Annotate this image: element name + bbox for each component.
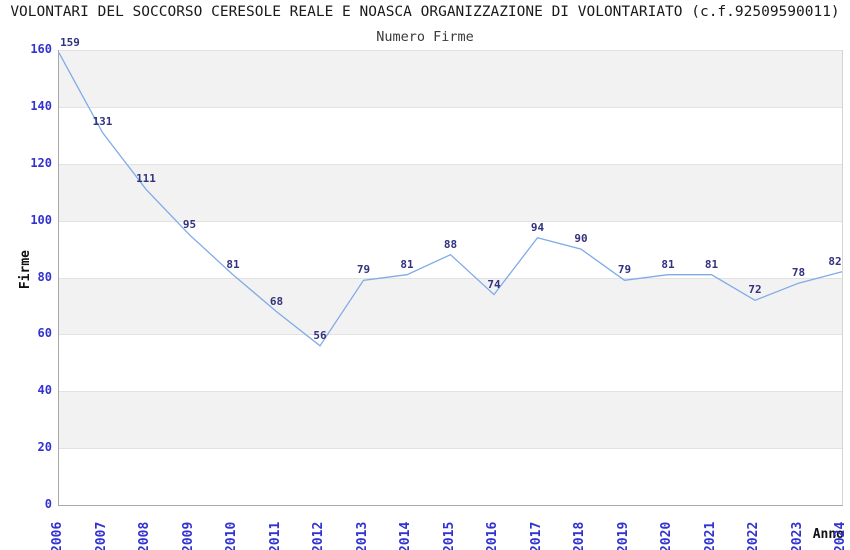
chart-subtitle: Numero Firme bbox=[376, 29, 474, 45]
plot-area: 159 131 111 95 81 68 56 79 81 88 74 94 90 79 81 81 72 78 8… bbox=[58, 36, 843, 506]
x-tick-label: 2021 bbox=[702, 521, 718, 550]
data-point-label: 72 bbox=[748, 283, 762, 297]
data-point-label: 56 bbox=[313, 328, 327, 342]
x-axis-title: Anno bbox=[812, 527, 844, 542]
x-tick-label: 2015 bbox=[441, 521, 457, 550]
y-tick-label: 60 bbox=[37, 326, 52, 341]
x-tick-label: 2012 bbox=[311, 521, 326, 550]
data-point-label: 81 bbox=[226, 257, 240, 271]
y-tick-label: 0 bbox=[44, 497, 52, 511]
plot-band bbox=[59, 106, 842, 164]
y-tick-label: 120 bbox=[30, 155, 52, 170]
x-tick-label: 2006 bbox=[50, 521, 65, 550]
data-point-label: 111 bbox=[136, 172, 156, 186]
y-tick-label: 140 bbox=[30, 98, 52, 113]
x-tick-label: 2008 bbox=[137, 521, 152, 550]
plot-band bbox=[59, 334, 842, 392]
x-tick-label: 2014 bbox=[398, 521, 413, 550]
x-tick-label: 2007 bbox=[93, 521, 109, 550]
x-tick-label: 2010 bbox=[224, 521, 239, 550]
data-point-label: 68 bbox=[269, 294, 284, 308]
x-tick-label: 2019 bbox=[615, 521, 631, 550]
x-tick-label: 2024 bbox=[833, 521, 848, 550]
x-tick-label: 2022 bbox=[746, 521, 761, 550]
y-tick-label: 80 bbox=[37, 269, 52, 284]
data-point-label: 81 bbox=[400, 257, 414, 271]
x-tick-label: 2020 bbox=[659, 521, 674, 550]
y-tick-label: 40 bbox=[37, 383, 52, 398]
chart-title: VOLONTARI DEL SOCCORSO CERESOLE REALE E … bbox=[10, 4, 840, 20]
data-point-label: 88 bbox=[443, 237, 458, 251]
data-point-label: 82 bbox=[828, 254, 842, 268]
data-point-label: 79 bbox=[356, 263, 371, 277]
y-tick-label: 100 bbox=[30, 212, 52, 227]
data-point-label: 78 bbox=[791, 266, 806, 280]
data-point-label: 94 bbox=[530, 220, 545, 234]
plot-band bbox=[59, 220, 842, 278]
x-tick-label: 2013 bbox=[354, 521, 370, 550]
data-point-label: 131 bbox=[92, 115, 113, 129]
y-tick-label: 160 bbox=[30, 42, 52, 56]
data-point-label: 74 bbox=[487, 277, 501, 291]
plot-band bbox=[59, 163, 842, 221]
x-tick-label: 2009 bbox=[180, 521, 196, 550]
x-tick-label: 2018 bbox=[572, 521, 587, 550]
x-tick-label: 2017 bbox=[528, 521, 544, 550]
data-point-label: 79 bbox=[617, 263, 632, 277]
x-tick-label: 2011 bbox=[267, 521, 283, 550]
plot-band bbox=[59, 277, 842, 335]
data-point-label: 90 bbox=[574, 232, 588, 246]
data-point-label: 159 bbox=[60, 35, 80, 49]
data-point-label: 95 bbox=[182, 217, 197, 231]
plot-band bbox=[59, 50, 842, 107]
plot-band bbox=[59, 448, 842, 505]
data-line bbox=[58, 52, 843, 347]
plot-band bbox=[59, 391, 842, 449]
y-tick-label: 20 bbox=[37, 440, 52, 455]
data-point-label: 81 bbox=[661, 257, 675, 271]
data-point-label: 81 bbox=[704, 257, 719, 271]
x-tick-label: 2016 bbox=[485, 521, 500, 550]
x-tick-label: 2023 bbox=[789, 521, 805, 550]
